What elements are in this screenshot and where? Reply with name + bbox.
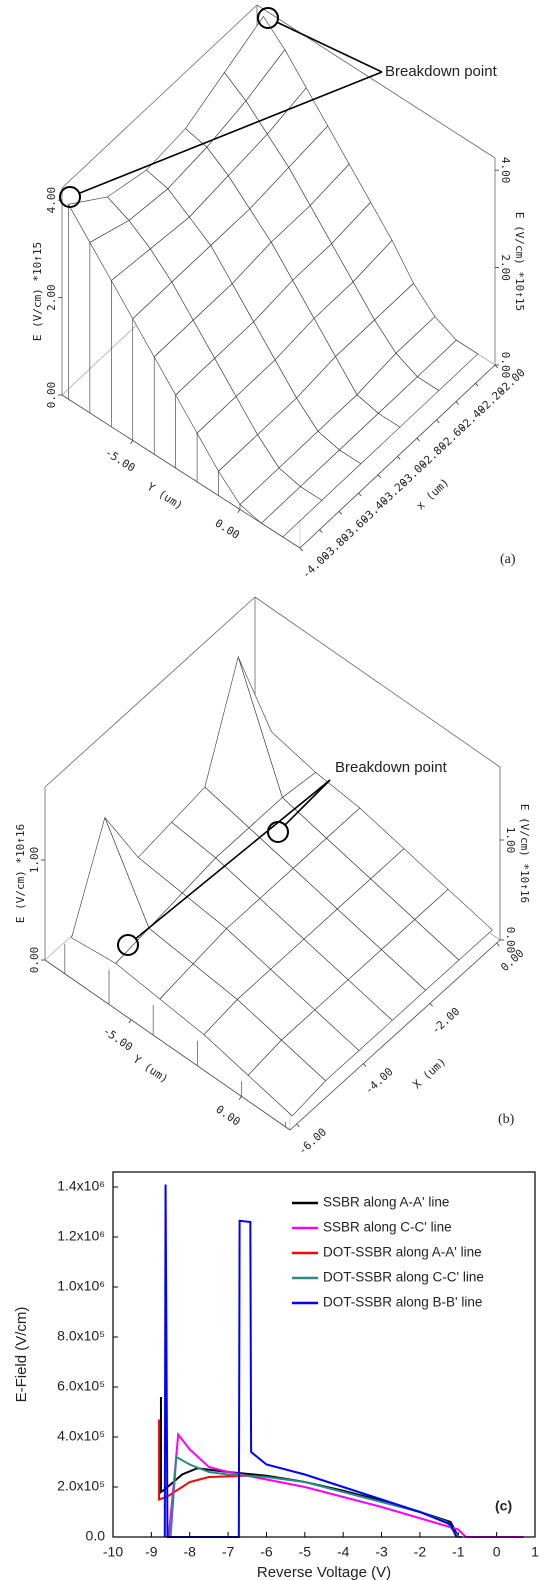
box-edge [61, 4, 258, 189]
y-axis-title: E-Field (V/cm) [13, 1307, 30, 1403]
x-tick [436, 419, 440, 424]
plot-frame [112, 1171, 536, 1538]
annotation-line [78, 71, 383, 195]
y-tick-label: 8.0x10⁵ [57, 1328, 105, 1344]
y-tick-label: 4.0x10⁵ [57, 1428, 105, 1444]
x-tick [475, 383, 479, 387]
y-tick-label: 6.0x10⁵ [57, 1378, 105, 1394]
box-edge [254, 596, 501, 768]
y-tick [238, 1096, 242, 1100]
z-tick-label: 0.00 [499, 352, 512, 379]
panel-label: (b) [498, 1112, 515, 1127]
legend-label: SSBR along A-A' line [323, 1195, 449, 1210]
panel-label: (a) [500, 552, 516, 567]
breakdown-marker [117, 934, 139, 956]
y-tick-label: 1.0x10⁶ [57, 1278, 105, 1294]
x-tick [296, 1123, 300, 1128]
x-tick [397, 456, 401, 460]
z-tick-label: 4.00 [499, 157, 512, 184]
box-edge [61, 394, 301, 549]
y-tick-label: 1.2x10⁶ [57, 1228, 105, 1244]
x-tick [416, 437, 421, 442]
z-axis-title: E (V/cm) *10↑16 [518, 804, 531, 903]
z-tick-label: 2.00 [499, 254, 512, 281]
x-tick-label: -5 [299, 1544, 312, 1560]
z-axis-title: E (V/cm) *10↑16 [14, 824, 27, 923]
x-tick [496, 942, 500, 947]
z-tick-label: 0.00 [28, 947, 41, 974]
x-tick [358, 492, 362, 497]
x-tick-label: -10 [103, 1544, 123, 1560]
legend-label: DOT-SSBR along A-A' line [323, 1245, 482, 1260]
x-tick [494, 364, 499, 369]
y-tick [128, 1019, 132, 1024]
annotation: Breakdown point [385, 63, 498, 80]
y-tick-label: 0.0 [86, 1528, 106, 1544]
box-edge [289, 939, 501, 1131]
x-tick [363, 1063, 367, 1067]
box-edge [44, 959, 291, 1131]
y-tick-label: 1.4x10⁶ [57, 1178, 105, 1194]
x-tick [429, 1003, 433, 1007]
x-tick-label: -8 [184, 1544, 197, 1560]
x-tick-label: 0 [493, 1544, 501, 1560]
annotation-line [276, 21, 383, 73]
z-tick-label: 0.00 [45, 382, 58, 409]
annotation-line [135, 779, 331, 940]
x-axis-title: Reverse Voltage (V) [257, 1564, 391, 1580]
z-tick-label: 1.00 [504, 827, 517, 854]
legend-label: DOT-SSBR along C-C' line [323, 1270, 484, 1285]
x-tick-label: -9 [145, 1544, 158, 1560]
x-tick-label: -2 [414, 1544, 427, 1560]
x-tick-label: -1 [452, 1544, 465, 1560]
z-axis-title: E (V/cm) *10↑15 [31, 242, 44, 341]
x-tick-label: -3 [375, 1544, 388, 1560]
y-tick [237, 509, 241, 513]
y-tick-label: 2.0x10⁵ [57, 1478, 105, 1494]
x-tick-label: -7 [222, 1544, 235, 1560]
box-edge [256, 4, 496, 159]
x-tick [377, 474, 382, 478]
box-edge [44, 596, 256, 788]
z-tick-label: 0.00 [504, 927, 517, 954]
x-tick [455, 401, 460, 405]
legend-label: DOT-SSBR along B-B' line [323, 1295, 482, 1310]
panel-label: (c) [495, 1498, 512, 1514]
breakdown-marker [59, 186, 81, 208]
y-tick [130, 440, 134, 445]
x-tick [319, 529, 323, 533]
z-tick-label: 1.00 [28, 847, 41, 874]
annotation-line [284, 779, 331, 826]
x-tick-label: -6 [260, 1544, 273, 1560]
legend-label: SSBR along C-C' line [323, 1220, 452, 1235]
z-tick-label: 2.00 [45, 284, 58, 311]
surface-cell [247, 1039, 327, 1117]
x-tick [338, 511, 343, 515]
annotation: Breakdown point [335, 759, 448, 776]
x-tick-label: -4 [337, 1544, 350, 1560]
z-axis-title: E (V/cm) *10↑15 [513, 212, 526, 311]
breakdown-marker [257, 7, 279, 29]
z-tick-label: 4.00 [45, 187, 58, 214]
x-tick [299, 547, 304, 552]
x-tick-label: 1 [531, 1544, 539, 1560]
